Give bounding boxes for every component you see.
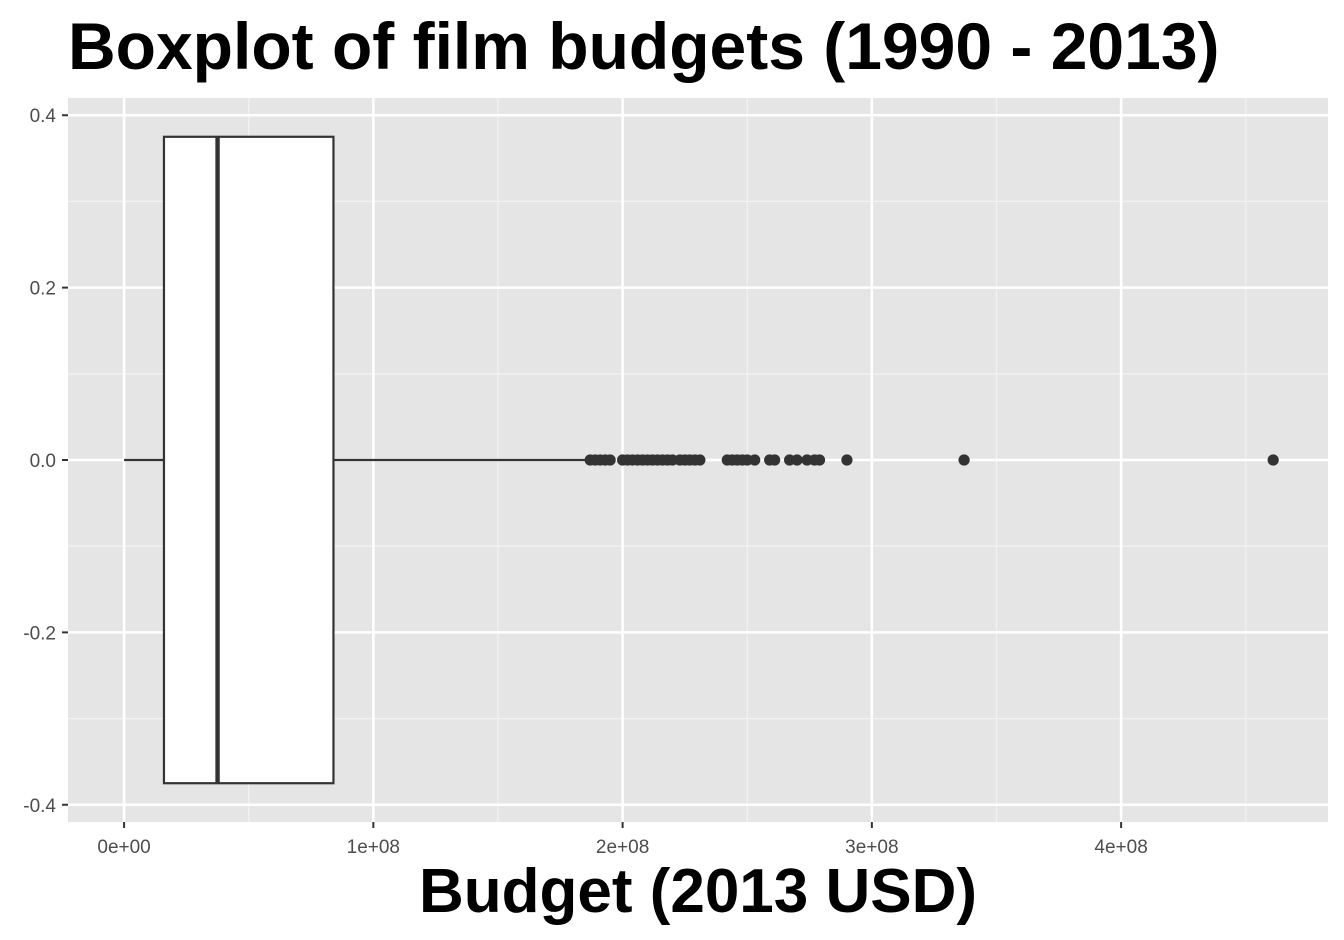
x-tick-label: 0e+00 bbox=[97, 837, 150, 858]
outlier-points bbox=[584, 454, 1279, 466]
outlier-point bbox=[604, 454, 616, 466]
x-axis-title: Budget (2013 USD) bbox=[418, 857, 978, 926]
y-tick-label: 0.2 bbox=[30, 279, 56, 300]
outlier-point bbox=[813, 454, 826, 466]
outlier-point bbox=[749, 454, 761, 466]
y-tick-label: -0.2 bbox=[23, 623, 56, 644]
outlier-point bbox=[1267, 454, 1279, 466]
x-tick-label: 2e+08 bbox=[596, 837, 649, 858]
chart-title: Boxplot of film budgets (1990 - 2013) bbox=[68, 9, 1220, 83]
x-tick-label: 4e+08 bbox=[1094, 837, 1147, 858]
outlier-point bbox=[769, 454, 781, 466]
x-tick-label: 3e+08 bbox=[845, 837, 898, 858]
outlier-point bbox=[791, 454, 803, 466]
y-tick-label: -0.4 bbox=[23, 796, 56, 817]
interquartile-box bbox=[162, 135, 335, 785]
y-tick-label: 0.4 bbox=[30, 106, 57, 127]
outlier-point bbox=[694, 454, 706, 466]
y-tick-label: 0.0 bbox=[30, 451, 56, 472]
outlier-point bbox=[958, 454, 970, 466]
x-tick-label: 1e+08 bbox=[347, 837, 400, 858]
axes: 0.4 0.2 0.0 -0.2 -0.4 0e+00 1e+08 2e+08 3e+08 4e+… bbox=[23, 106, 1148, 858]
boxplot bbox=[124, 135, 586, 785]
outlier-point bbox=[841, 454, 853, 466]
